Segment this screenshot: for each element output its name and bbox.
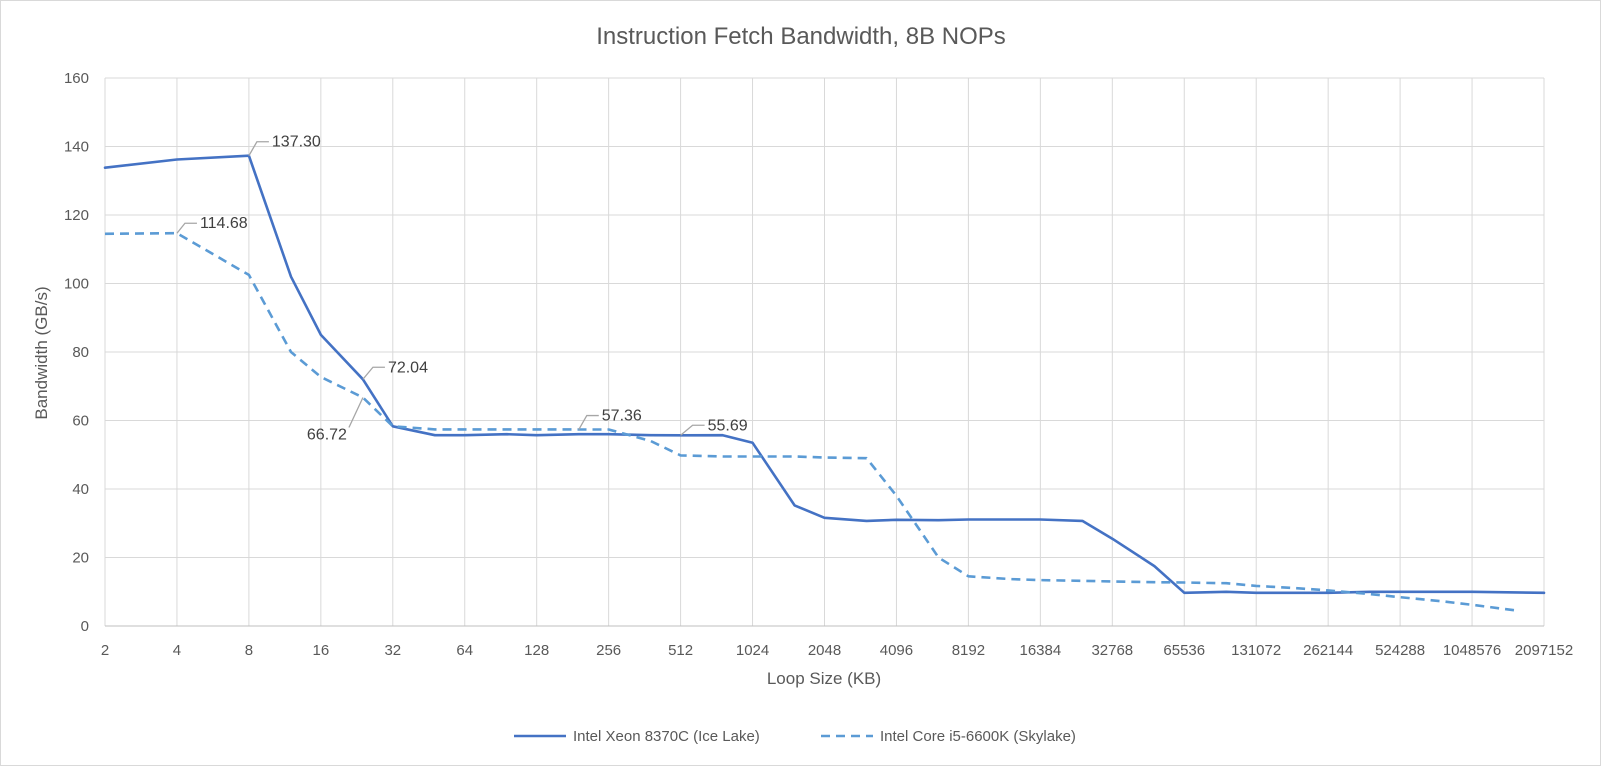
y-tick-label: 100 bbox=[64, 276, 89, 293]
y-tick-label: 0 bbox=[81, 618, 89, 635]
x-axis-title: Loop Size (KB) bbox=[767, 669, 881, 688]
y-tick-label: 40 bbox=[72, 481, 89, 498]
x-tick-label: 1048576 bbox=[1443, 642, 1501, 659]
y-tick-label: 60 bbox=[72, 413, 89, 430]
x-tick-label: 2097152 bbox=[1515, 642, 1573, 659]
data-label-leader bbox=[578, 414, 599, 430]
x-tick-label: 262144 bbox=[1303, 642, 1353, 659]
x-tick-label: 512 bbox=[668, 642, 693, 659]
series-line-2 bbox=[104, 231, 1515, 612]
x-tick-label: 131072 bbox=[1231, 642, 1281, 659]
y-tick-label: 120 bbox=[64, 207, 89, 224]
data-label-leader bbox=[176, 222, 197, 234]
data-label: 72.04 bbox=[388, 359, 428, 376]
chart-title: Instruction Fetch Bandwidth, 8B NOPs bbox=[596, 23, 1006, 50]
x-tick-label: 2048 bbox=[808, 642, 841, 659]
x-tick-label: 65536 bbox=[1163, 642, 1205, 659]
data-label-leader bbox=[362, 366, 385, 380]
data-label: 55.69 bbox=[708, 417, 748, 434]
x-tick-label: 4096 bbox=[880, 642, 913, 659]
data-label-leader bbox=[248, 141, 269, 157]
x-tick-label: 524288 bbox=[1375, 642, 1425, 659]
x-tick-label: 32768 bbox=[1091, 642, 1133, 659]
x-tick-label: 8192 bbox=[952, 642, 985, 659]
series-lines bbox=[103, 154, 1546, 612]
x-tick-label: 256 bbox=[596, 642, 621, 659]
data-label: 114.68 bbox=[200, 215, 248, 232]
y-tick-label: 160 bbox=[64, 70, 89, 87]
y-tick-label: 80 bbox=[72, 344, 89, 361]
x-tick-label: 2 bbox=[101, 642, 109, 659]
x-tick-label: 32 bbox=[384, 642, 401, 659]
data-label: 137.30 bbox=[272, 134, 321, 151]
y-axis-ticks: 0 20 40 60 80 100 120 140 160 bbox=[64, 70, 89, 635]
y-axis-title: Bandwidth (GB/s) bbox=[32, 286, 51, 419]
x-tick-label: 16384 bbox=[1019, 642, 1061, 659]
x-tick-label: 16 bbox=[313, 642, 330, 659]
gridlines bbox=[104, 77, 1545, 627]
data-label: 66.72 bbox=[307, 426, 347, 443]
x-tick-label: 4 bbox=[173, 642, 181, 659]
data-label: 57.36 bbox=[602, 408, 642, 425]
x-tick-label: 8 bbox=[245, 642, 253, 659]
legend-label-1: Intel Xeon 8370C (Ice Lake) bbox=[573, 728, 760, 745]
data-label-leader bbox=[680, 424, 705, 436]
data-labels: 137.30 72.04 55.69 114.68 66.72 57.36 bbox=[176, 134, 748, 443]
x-tick-label: 1024 bbox=[736, 642, 769, 659]
x-tick-label: 64 bbox=[456, 642, 473, 659]
x-tick-label: 128 bbox=[524, 642, 549, 659]
legend: Intel Xeon 8370C (Ice Lake) Intel Core i5… bbox=[514, 728, 1076, 745]
y-tick-label: 140 bbox=[64, 139, 89, 156]
legend-label-2: Intel Core i5-6600K (Skylake) bbox=[880, 728, 1076, 745]
x-axis-ticks: 2 4 8 16 32 64 128 256 512 1024 2048 4096 8192 16384 3… bbox=[101, 642, 1573, 659]
y-tick-label: 20 bbox=[72, 550, 89, 567]
data-label-leader bbox=[348, 397, 364, 428]
